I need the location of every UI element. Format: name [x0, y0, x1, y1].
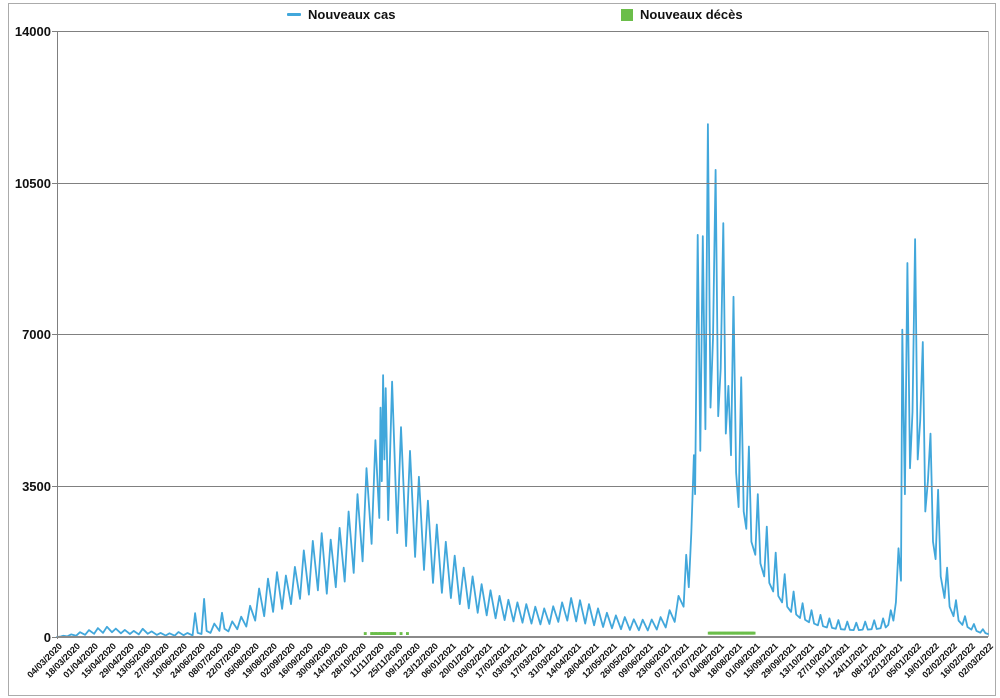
legend-item-deaths: Nouveaux décès [621, 7, 743, 22]
y-tick-label: 14000 [14, 24, 51, 39]
y-tick-label: 3500 [22, 478, 51, 494]
y-gridline [57, 31, 988, 32]
cases-line [56, 123, 989, 638]
outer-frame [8, 3, 996, 696]
y-gridline [57, 182, 988, 184]
deaths-marker [406, 632, 409, 635]
chart-canvas [56, 123, 989, 638]
deaths-marker [399, 632, 403, 635]
deaths-marker [363, 632, 367, 635]
deaths-marker [390, 632, 394, 635]
y-axis-tick [52, 485, 57, 487]
legend-label-cases: Nouveaux cas [308, 7, 396, 22]
y-axis-line [57, 31, 58, 639]
legend-item-cases: Nouveaux cas [287, 7, 395, 22]
plot-right-border [988, 31, 989, 637]
y-axis-tick [52, 182, 57, 184]
y-gridline [57, 334, 988, 335]
deaths-square-swatch [621, 8, 633, 21]
deaths-marker [379, 632, 382, 635]
deaths-marker [393, 632, 397, 635]
deaths-marker [752, 631, 756, 635]
deaths-markers [363, 631, 756, 635]
y-axis-tick [52, 31, 57, 32]
y-tick-label: 0 [43, 630, 51, 645]
deaths-marker [371, 632, 375, 635]
y-tick-label: 7000 [22, 327, 51, 342]
y-gridline [57, 485, 988, 487]
deaths-marker [386, 632, 390, 635]
legend-label-deaths: Nouveaux décès [640, 7, 743, 22]
deaths-marker [375, 632, 379, 635]
cases-line-swatch [287, 13, 301, 16]
y-axis-tick [52, 637, 57, 638]
deaths-marker [383, 632, 386, 635]
y-axis-tick [52, 334, 57, 335]
y-tick-label: 10500 [14, 175, 51, 191]
plot-area [56, 31, 989, 638]
y-gridline [57, 636, 988, 638]
